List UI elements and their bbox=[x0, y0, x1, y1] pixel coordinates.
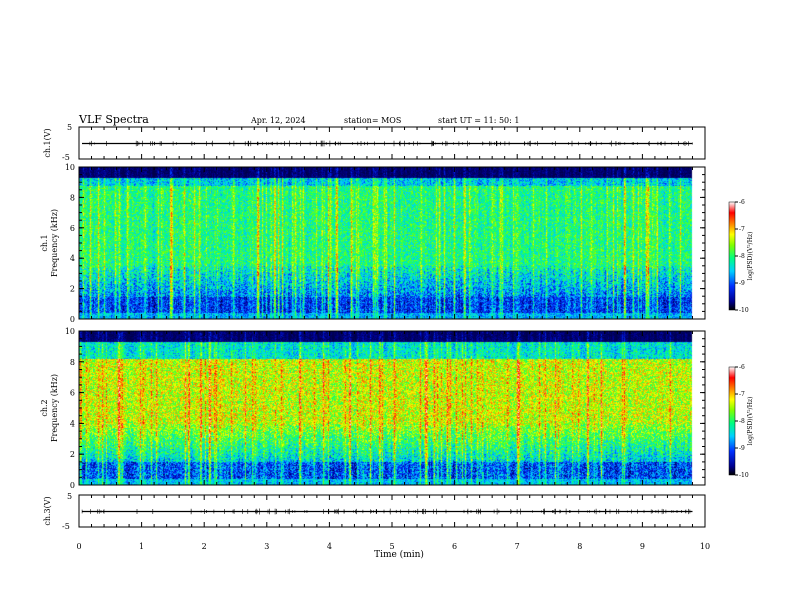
x-tick-label: 8 bbox=[577, 542, 582, 551]
ch3-ytick-top: 5 bbox=[67, 492, 72, 501]
y-tick-label: 10 bbox=[65, 163, 75, 172]
ch2-colorbar bbox=[729, 367, 735, 475]
colorbar-tick-label: -10 bbox=[739, 472, 749, 479]
ch1-waveform-ylabel: ch.1(V) bbox=[43, 128, 52, 157]
x-tick-label: 9 bbox=[640, 542, 645, 551]
colorbar-tick-label: -8 bbox=[739, 418, 745, 425]
ch1-colorbar bbox=[729, 202, 735, 310]
ch3-ytick-bottom: -5 bbox=[62, 522, 70, 531]
ch1-waveform-trace bbox=[82, 140, 693, 147]
ch1-spectrogram-image bbox=[79, 167, 705, 319]
y-tick-label: 6 bbox=[70, 389, 75, 398]
ch2-spectrogram-ylabel-line2: Frequency (kHz) bbox=[50, 374, 59, 442]
x-tick-label: 4 bbox=[327, 542, 332, 551]
y-tick-label: 10 bbox=[65, 327, 75, 336]
colorbar-tick-label: -9 bbox=[739, 445, 745, 452]
x-tick-label: 10 bbox=[700, 542, 710, 551]
y-tick-label: 4 bbox=[70, 419, 75, 428]
header-station: station= MOS bbox=[344, 116, 401, 125]
colorbar-tick-label: -9 bbox=[739, 280, 745, 287]
colorbar-tick-label: -6 bbox=[739, 364, 745, 371]
ch3-waveform-panel: 5 -5 ch.3(V) 0 1 2 3 4 5 6 7 8 9 10 Time (min) bbox=[43, 492, 710, 560]
y-tick-label: 0 bbox=[70, 315, 75, 324]
ch1-spectrogram-ylabel-line2: Frequency (kHz) bbox=[50, 209, 59, 277]
x-tick-label: 6 bbox=[452, 542, 457, 551]
ch3-waveform-trace bbox=[81, 508, 693, 515]
figure-title: VLF Spectra bbox=[78, 113, 149, 126]
ch1-colorbar-label: log(PSD)(V²/Hz) bbox=[747, 232, 754, 281]
colorbar-tick-label: -7 bbox=[739, 391, 745, 398]
x-tick-label: 3 bbox=[264, 542, 269, 551]
y-tick-label: 2 bbox=[70, 450, 75, 459]
y-tick-label: 4 bbox=[70, 254, 75, 263]
y-tick-label: 6 bbox=[70, 224, 75, 233]
y-tick-label: 2 bbox=[70, 285, 75, 294]
ch1-ytick-bottom: -5 bbox=[62, 153, 70, 162]
ch1-spectrogram-ylabel-line1: ch.1 bbox=[40, 234, 49, 251]
colorbar-tick-label: -10 bbox=[739, 307, 749, 314]
y-tick-label: 8 bbox=[70, 193, 75, 202]
colorbar-tick-label: -8 bbox=[739, 253, 745, 260]
ch2-spectrogram-ylabel-line1: ch.2 bbox=[40, 399, 49, 416]
ch2-colorbar-label: log(PSD)(V²/Hz) bbox=[747, 397, 754, 446]
ch1-ytick-top: 5 bbox=[67, 123, 72, 132]
x-tick-label: 0 bbox=[76, 542, 81, 551]
y-tick-label: 8 bbox=[70, 358, 75, 367]
ch1-spectrogram-panel: 0 2 4 6 8 10 ch.1 Frequency (kHz) -6 -7 -8 -9 -10… bbox=[40, 163, 754, 324]
x-tick-label: 7 bbox=[515, 542, 520, 551]
ch3-waveform-ylabel: ch.3(V) bbox=[43, 496, 52, 525]
x-tick-label: 5 bbox=[389, 542, 394, 551]
y-tick-label: 0 bbox=[70, 481, 75, 490]
colorbar-tick-label: -6 bbox=[739, 199, 745, 206]
x-tick-label: 1 bbox=[139, 542, 144, 551]
x-axis-label: Time (min) bbox=[374, 549, 424, 560]
header-date: Apr. 12, 2024 bbox=[250, 116, 306, 125]
ch1-waveform-panel: 5 -5 ch.1(V) bbox=[43, 123, 706, 162]
ch2-spectrogram-image bbox=[79, 331, 705, 485]
ch2-spectrogram-panel: 0 2 4 6 8 10 ch.2 Frequency (kHz) -6 -7 -8 -9 -10… bbox=[40, 327, 754, 490]
x-tick-label: 2 bbox=[202, 542, 207, 551]
header-start-ut: start UT = 11: 50: 1 bbox=[438, 116, 519, 125]
colorbar-tick-label: -7 bbox=[739, 226, 745, 233]
